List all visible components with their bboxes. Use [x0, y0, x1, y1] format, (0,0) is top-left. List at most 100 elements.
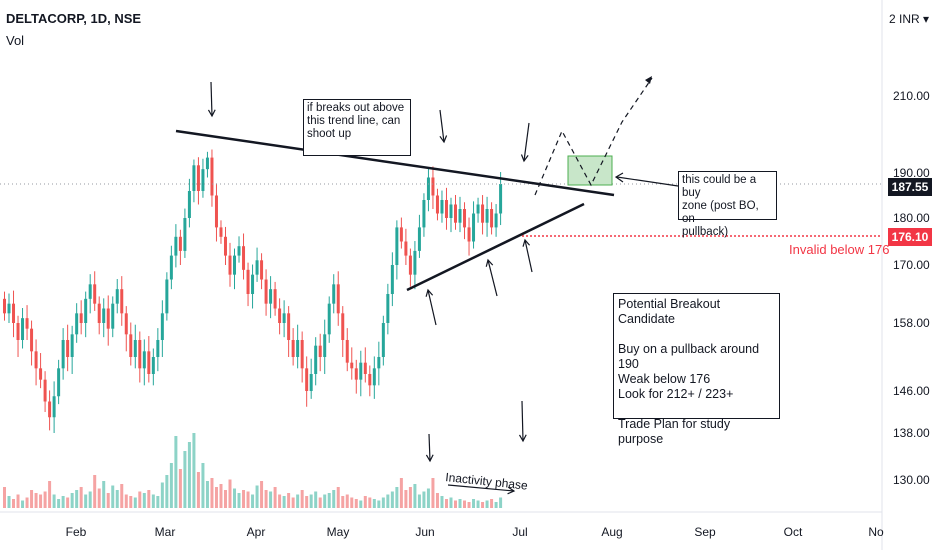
volume-bar [88, 491, 92, 508]
candle-body [84, 298, 88, 323]
volume-bar [395, 487, 399, 508]
support-trendline [406, 202, 585, 292]
invalid-price-tag: 176.10 [888, 228, 932, 246]
volume-bar [426, 488, 430, 508]
volume-bar [169, 463, 173, 508]
volume-bar [490, 499, 494, 508]
volume-bar [25, 497, 29, 508]
july-peak-arrow-head [520, 154, 529, 163]
volume-bar [210, 478, 214, 508]
candle-body [219, 227, 223, 237]
candle-body [48, 401, 52, 418]
candle-body [52, 396, 56, 418]
candle-body [395, 227, 399, 265]
volume-bar [75, 490, 79, 508]
volume-bar [332, 490, 336, 508]
candle-body [251, 274, 255, 294]
july-low-arrow-head [522, 238, 531, 247]
volume-bar [377, 500, 381, 508]
candle-body [228, 255, 232, 275]
candle-body [174, 236, 178, 256]
candle-body [368, 374, 372, 386]
buy-zone-arrowhead [614, 172, 624, 183]
currency-selector[interactable]: 2 INR ▾ [889, 12, 930, 26]
volume-bar [174, 436, 178, 508]
volume-bar [440, 496, 444, 508]
y-tick-label: 130.00 [893, 473, 930, 487]
candle-body [435, 195, 439, 214]
candle-body [336, 284, 340, 314]
candle-body [57, 368, 61, 397]
volume-label[interactable]: Vol [6, 33, 25, 48]
volume-bar [472, 499, 476, 508]
volume-bar [120, 484, 124, 508]
volume-bar [413, 484, 417, 508]
y-tick-label: 138.00 [893, 426, 930, 440]
volume-bar [327, 493, 331, 508]
candle-body [300, 340, 304, 369]
volume-bar [499, 497, 503, 508]
candle-body [417, 227, 421, 251]
volume-bar [16, 494, 20, 508]
volume-bar [282, 496, 286, 508]
candle-body [490, 209, 494, 228]
projected-path [534, 77, 653, 196]
volume-bar [151, 494, 155, 508]
volume-bar [431, 478, 435, 508]
candle-body [458, 209, 462, 223]
july-low-arrow [524, 239, 533, 273]
candle-body [34, 351, 38, 369]
y-tick-label: 170.00 [893, 258, 930, 272]
candle-body [287, 313, 291, 340]
volume-bar [323, 494, 327, 508]
volume-bar [363, 496, 367, 508]
volume-bar [223, 490, 227, 508]
volume-bar [3, 487, 6, 508]
candle-body [12, 303, 16, 323]
candle-body [70, 334, 74, 357]
x-tick-label: Oct [784, 525, 803, 539]
candle-body [264, 279, 268, 304]
volume-bar [300, 490, 304, 508]
volume-bar [178, 469, 182, 508]
volume-bar [435, 493, 439, 508]
candle-body [242, 246, 246, 270]
inactivity-arrow [447, 484, 515, 492]
projected-arrowhead [645, 76, 652, 84]
candle-body [408, 255, 412, 275]
chart-legend: DELTACORP, 1D, NSE Vol [6, 8, 141, 52]
candle-body [187, 191, 191, 218]
volume-bar [260, 481, 264, 508]
vol-june-arrow-head [425, 454, 434, 463]
volume-bar [255, 485, 259, 508]
volume-bar [70, 493, 74, 508]
candle-body [3, 298, 6, 314]
candle-body [39, 368, 43, 380]
volume-bar [404, 490, 408, 508]
volume-bar [201, 463, 205, 508]
volume-bar [187, 442, 191, 508]
buy-zone-note: this could be a buy zone (post BO, on pu… [678, 171, 777, 238]
candle-body [499, 184, 503, 214]
june-low-arrow [427, 289, 437, 326]
candle-body [282, 313, 286, 323]
candle-body [79, 313, 83, 323]
volume-bar [160, 482, 164, 508]
inactivity-label: Inactivity phase [445, 470, 529, 493]
candle-body [183, 218, 187, 251]
candle-body [354, 368, 358, 380]
candle-body [350, 362, 354, 369]
candle-body [390, 265, 394, 294]
volume-bar [350, 497, 354, 508]
volume-bar [278, 494, 282, 508]
volume-bar [463, 500, 467, 508]
symbol-title[interactable]: DELTACORP, 1D, NSE [6, 11, 142, 26]
x-tick-label: No [868, 525, 884, 539]
volume-bar [476, 500, 480, 508]
candle-body [440, 200, 444, 214]
volume-bar [314, 491, 318, 508]
candle-body [341, 313, 345, 340]
y-tick-label: 190.00 [893, 166, 930, 180]
